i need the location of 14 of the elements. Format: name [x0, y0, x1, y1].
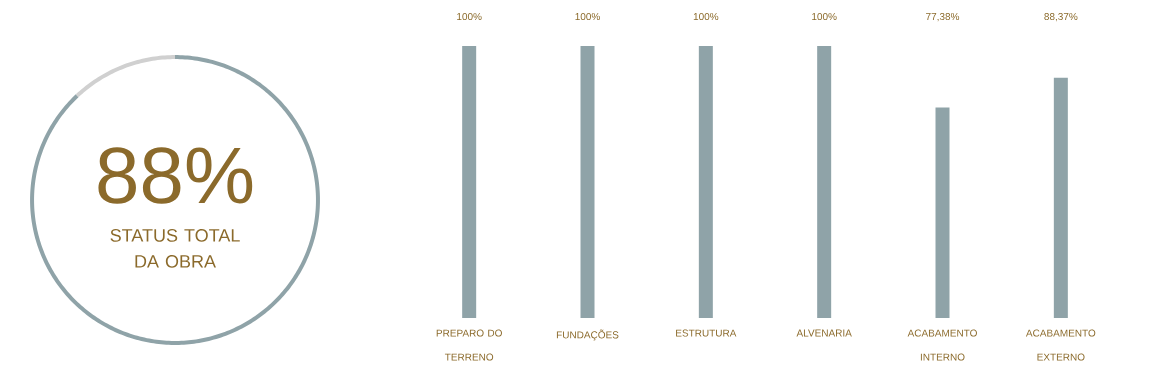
- category-label: ACABAMENTO INTERNO: [907, 329, 977, 361]
- data-label: 100%: [575, 13, 600, 21]
- data-label: 100%: [812, 13, 837, 21]
- data-label: 88,37%: [1044, 13, 1078, 22]
- x-tick-label: ESTRUTURA: [676, 329, 737, 337]
- data-label: 100%: [693, 13, 719, 21]
- x-tick-label: ALVENARIA: [796, 329, 852, 337]
- data-label: 77,38%: [926, 13, 960, 22]
- data-label: 100%: [457, 13, 482, 21]
- category-label: PREPARO DO TERRENO: [436, 329, 502, 361]
- category-label: ACABAMENTO EXTERNO: [1025, 329, 1096, 361]
- text: 88%: [98, 147, 253, 204]
- text: STATUS TOTAL DA OBRA: [110, 229, 240, 268]
- x-tick-label: FUNDAÇÕES: [556, 329, 619, 341]
